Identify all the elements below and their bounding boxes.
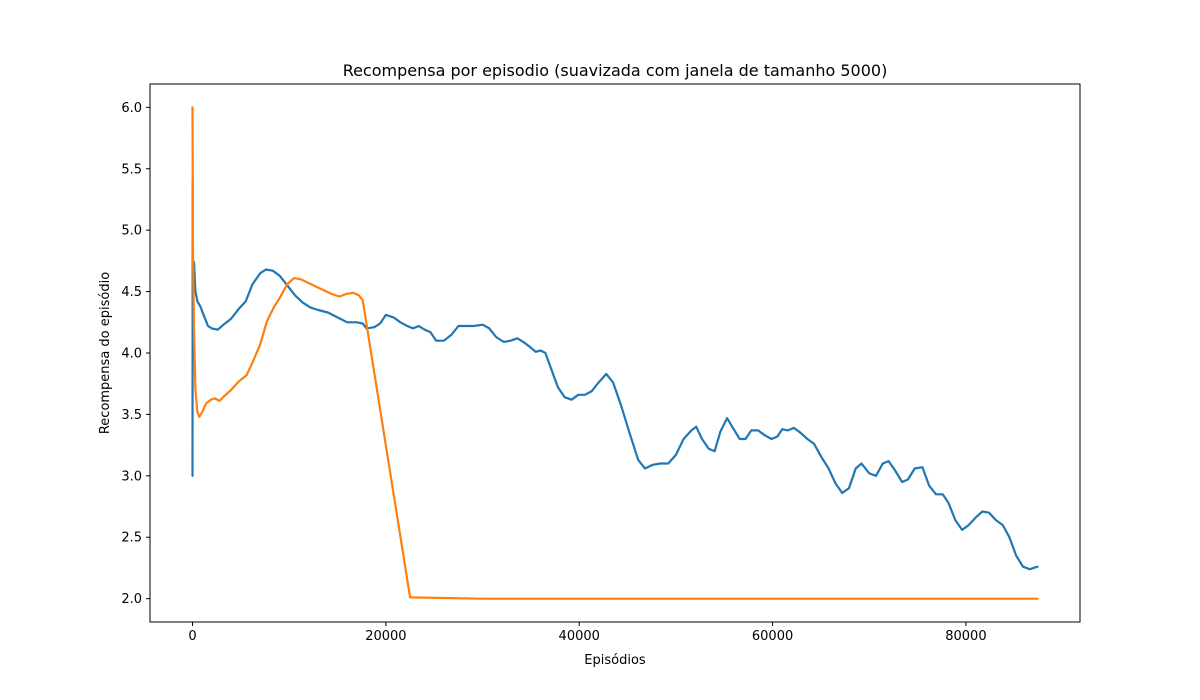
plot-lines	[191, 106, 1039, 600]
y-tick-label: 5.0	[121, 224, 142, 239]
y-tick-label: 5.5	[121, 162, 142, 177]
x-tick-label: 0	[188, 629, 196, 644]
y-tick-label: 6.0	[121, 101, 142, 116]
y-tick-label: 4.0	[121, 347, 142, 362]
series-line-1	[191, 177, 1039, 571]
y-tick-label: 2.5	[121, 531, 142, 546]
chart-title: Recompensa por episodio (suavizada com j…	[343, 61, 888, 80]
x-tick-label: 20000	[365, 629, 406, 644]
y-tick-label: 3.0	[121, 469, 142, 484]
y-axis: 2.0 2.5 3.0 3.5 4.0 4.5 5.0 5.5 6.0	[121, 101, 150, 607]
y-axis-title: Recompensa do episódio	[98, 272, 113, 434]
x-axis-title: Episódios	[584, 653, 646, 668]
x-tick-label: 80000	[945, 629, 986, 644]
y-tick-label: 2.0	[121, 592, 142, 607]
series-line-2	[191, 106, 1039, 600]
x-tick-label: 60000	[752, 629, 793, 644]
y-tick-label: 4.5	[121, 285, 142, 300]
y-tick-label: 3.5	[121, 408, 142, 423]
x-axis: 0 20000 40000 60000 80000	[188, 622, 987, 644]
x-tick-label: 40000	[559, 629, 600, 644]
